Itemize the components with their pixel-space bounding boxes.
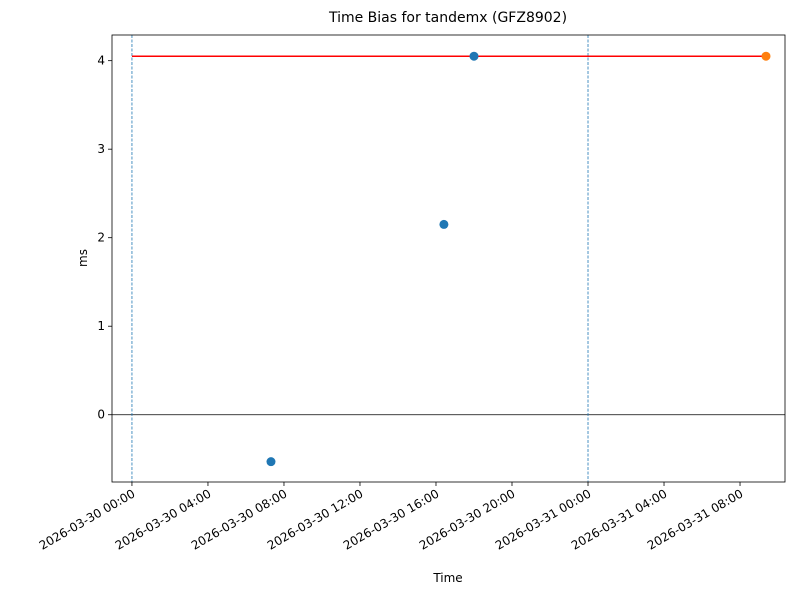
chart-title: Time Bias for tandemx (GFZ8902) bbox=[328, 10, 567, 26]
point bbox=[266, 457, 276, 467]
point bbox=[469, 51, 479, 61]
y-tick-label: 4 bbox=[97, 54, 105, 68]
y-tick-label: 0 bbox=[97, 408, 105, 422]
y-tick-label: 3 bbox=[97, 142, 105, 156]
x-axis-label: Time bbox=[432, 571, 462, 585]
y-tick-label: 2 bbox=[97, 231, 105, 245]
point bbox=[761, 51, 771, 61]
point bbox=[439, 219, 449, 229]
y-axis-label: ms bbox=[76, 249, 90, 267]
plot-frame bbox=[111, 34, 786, 483]
y-tick-label: 1 bbox=[97, 319, 105, 333]
